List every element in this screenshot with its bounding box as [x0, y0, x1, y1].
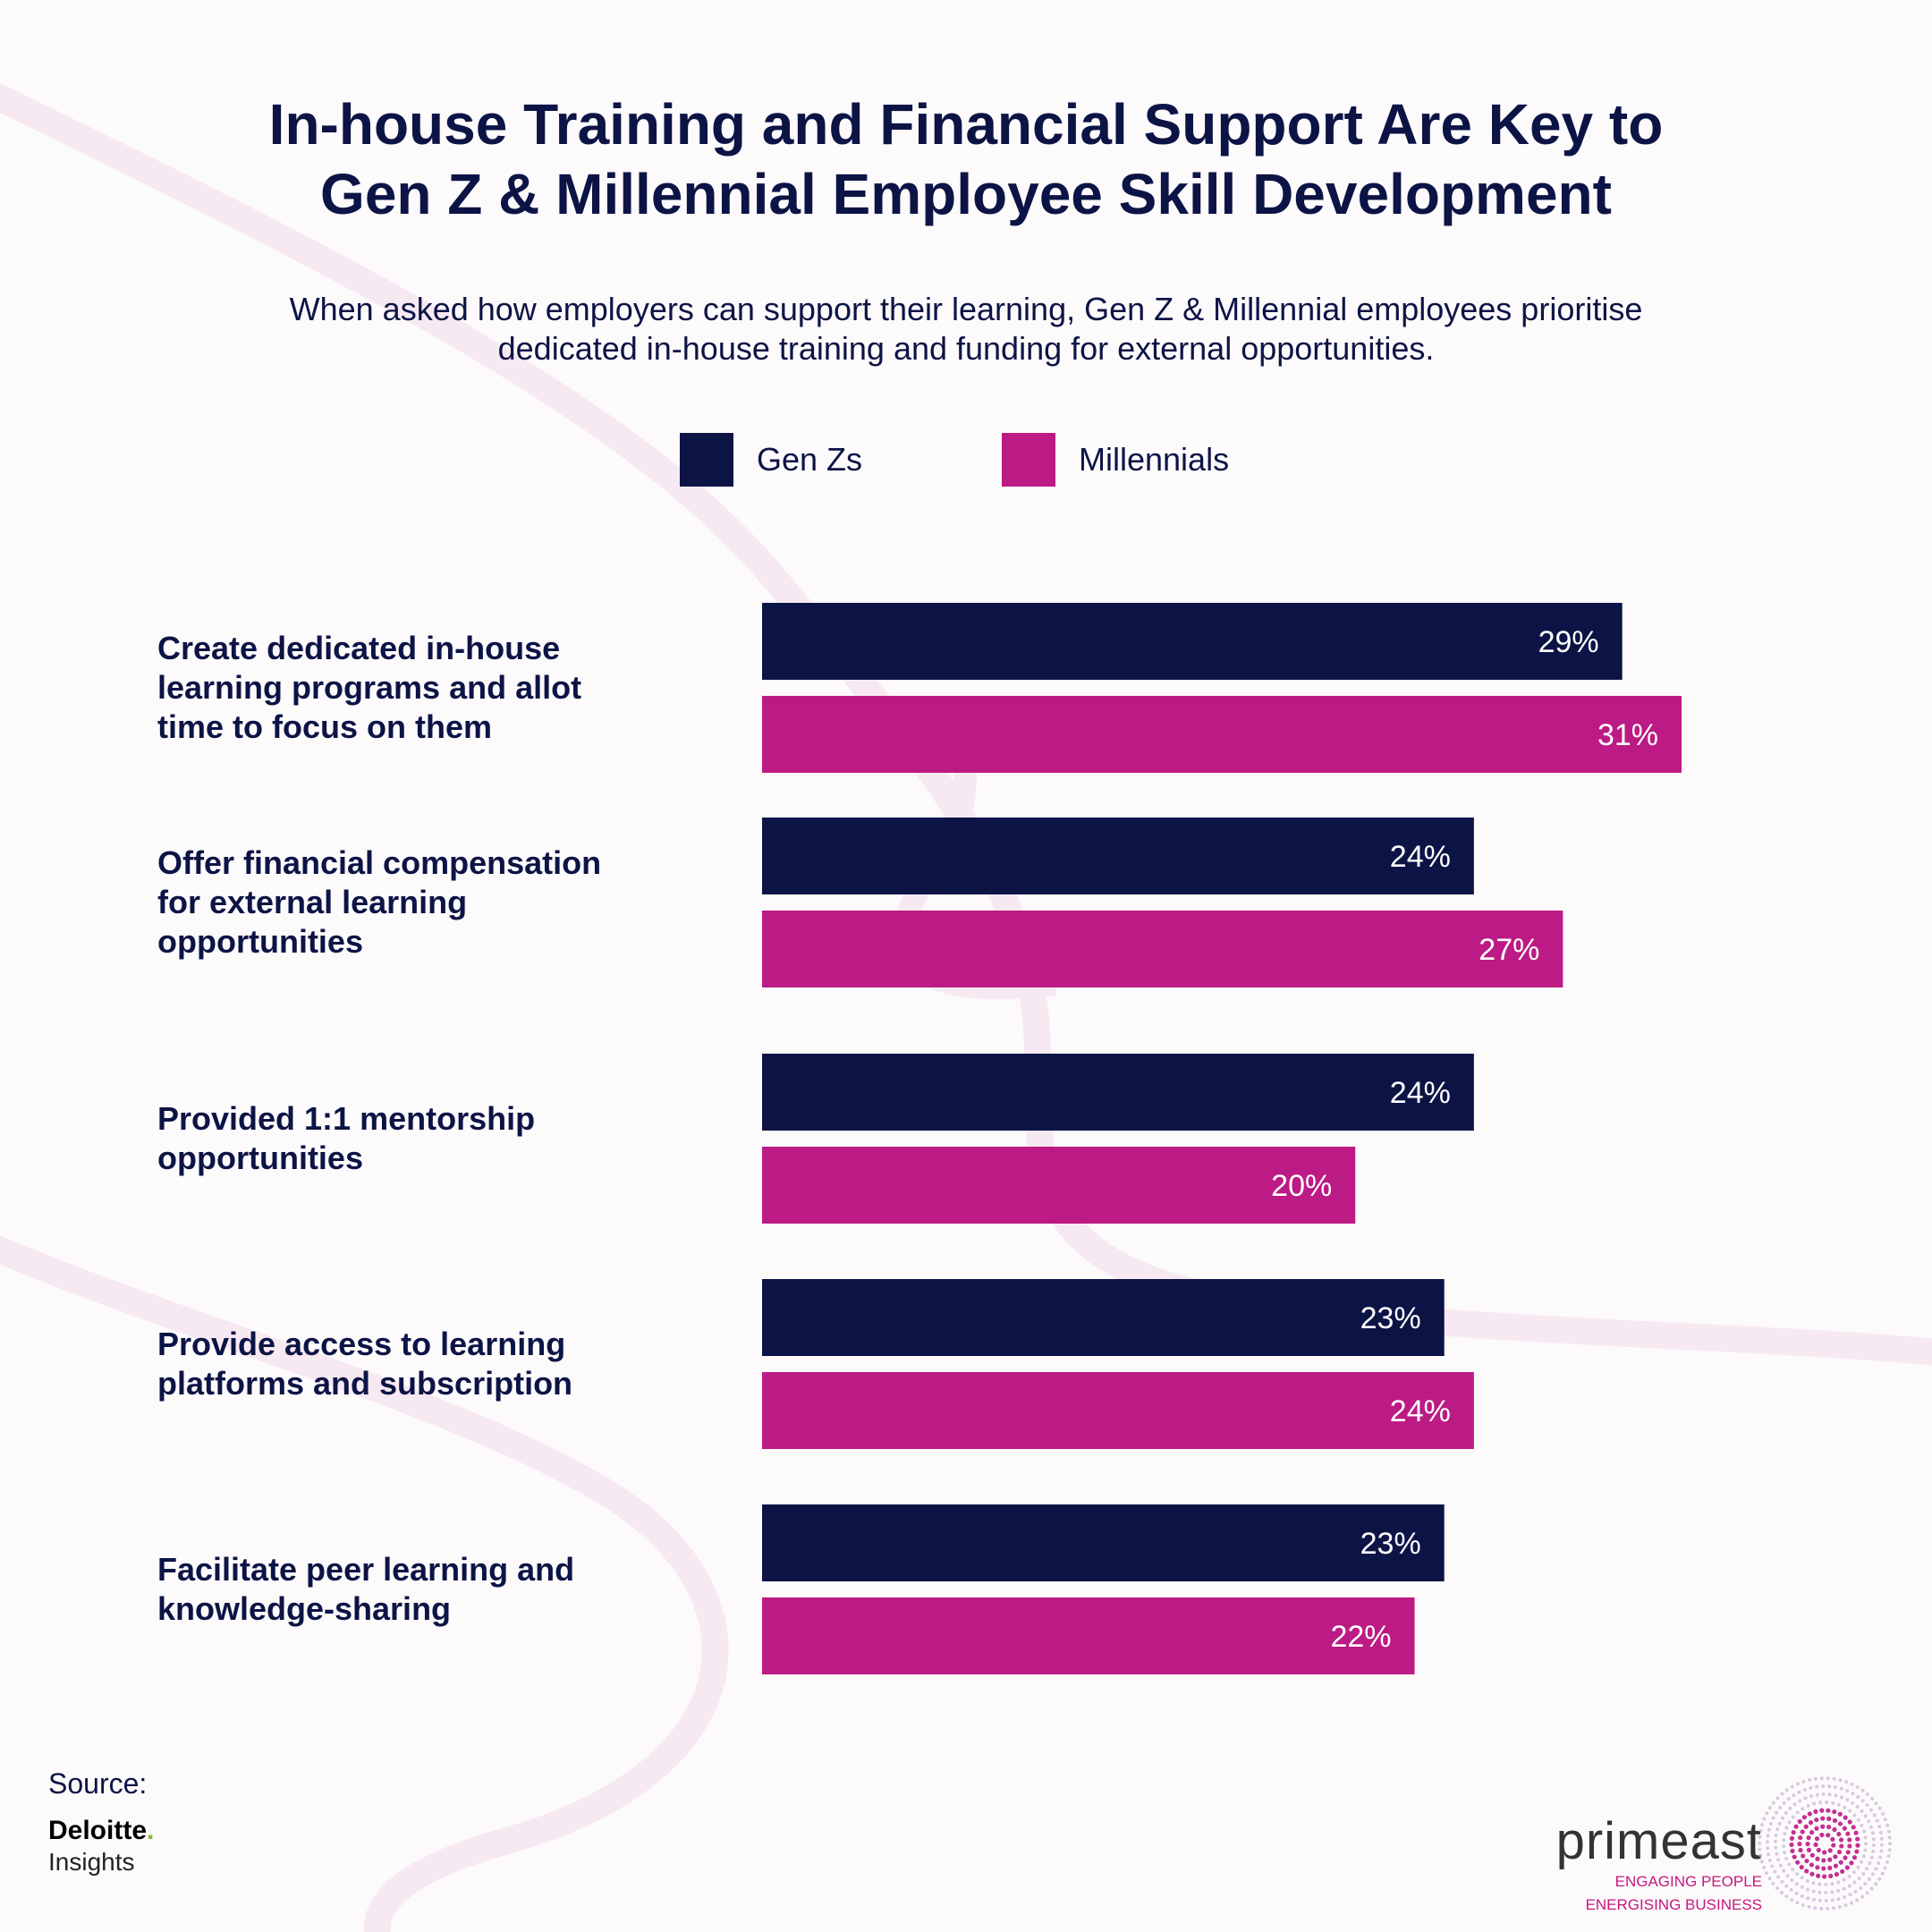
legend-swatch-millennials [1002, 433, 1055, 487]
category-label-line: Facilitate peer learning and [157, 1551, 575, 1588]
chart-legend: Gen Zs Millennials [0, 433, 1932, 487]
category-label-line: learning programs and allot [157, 669, 582, 706]
bar-millennials-5 [762, 1597, 1415, 1674]
category-label-line: opportunities [157, 1140, 363, 1176]
bar-value-label-gen-zs-4: 23% [1360, 1301, 1421, 1335]
bar-value-label-millennials-2: 27% [1479, 933, 1539, 967]
category-label-line: time to focus on them [157, 708, 493, 745]
bar-millennials-1 [762, 696, 1682, 773]
bar-value-label-gen-zs-5: 23% [1360, 1527, 1421, 1561]
deloitte-name: Deloitte [48, 1816, 148, 1845]
chart-title-line1: In-house Training and Financial Support … [268, 92, 1664, 157]
category-label-line: opportunities [157, 923, 363, 960]
category-label-line: Provide access to learning [157, 1326, 566, 1362]
legend-item-millennials: Millennials [1002, 433, 1229, 487]
bar-millennials-4 [762, 1372, 1474, 1449]
bar-gen-zs-1 [762, 603, 1623, 680]
bar-gen-zs-3 [762, 1054, 1474, 1131]
chart-title-line2: Gen Z & Millennial Employee Skill Develo… [320, 162, 1612, 226]
bar-millennials-3 [762, 1147, 1356, 1224]
bar-value-label-millennials-1: 31% [1597, 718, 1658, 752]
category-label-line: for external learning [157, 884, 468, 920]
chart-subtitle-line1: When asked how employers can support the… [289, 291, 1643, 327]
legend-label-millennials: Millennials [1079, 441, 1230, 478]
primeast-name: primeast [1555, 1812, 1762, 1870]
deloitte-insights-logo: Deloitte. Insights [48, 1818, 154, 1880]
source-label: Source: [48, 1767, 148, 1800]
category-label-line: Offer financial compensation [157, 844, 602, 881]
chart-subtitle-line2: dedicated in-house training and funding … [497, 330, 1435, 367]
deloitte-dot: . [147, 1816, 155, 1845]
bar-value-label-gen-zs-3: 24% [1390, 1076, 1451, 1110]
primeast-tagline-2: ENERGISING BUSINESS [1585, 1896, 1762, 1913]
category-label-line: knowledge-sharing [157, 1590, 452, 1627]
deloitte-insights-text: Insights [48, 1848, 135, 1876]
primeast-logo: primeast ENGAGING PEOPLE ENERGISING BUSI… [1556, 1816, 1762, 1914]
primeast-tagline-1: ENGAGING PEOPLE [1614, 1873, 1762, 1890]
bar-gen-zs-5 [762, 1504, 1445, 1581]
bar-value-label-millennials-3: 20% [1271, 1169, 1332, 1203]
bar-value-label-millennials-5: 22% [1330, 1620, 1391, 1654]
category-label-line: Create dedicated in-house [157, 630, 561, 666]
category-label-1: Create dedicated in-house learning progra… [157, 629, 676, 747]
chart-subtitle: When asked how employers can support the… [143, 290, 1789, 369]
primeast-dots-icon [1758, 1776, 1892, 1911]
legend-swatch-genz [680, 433, 733, 487]
bar-value-label-gen-zs-2: 24% [1390, 840, 1451, 874]
bar-gen-zs-4 [762, 1279, 1445, 1356]
category-label-2: Offer financial compensation for external… [157, 843, 676, 962]
category-label-3: Provided 1:1 mentorship opportunities [157, 1099, 676, 1178]
chart-title: In-house Training and Financial Support … [89, 89, 1843, 229]
bar-millennials-2 [762, 911, 1563, 987]
category-label-5: Facilitate peer learning and knowledge-sh… [157, 1550, 676, 1629]
legend-item-genz: Gen Zs [680, 433, 862, 487]
category-label-line: Provided 1:1 mentorship [157, 1100, 536, 1137]
bar-value-label-gen-zs-1: 29% [1538, 625, 1599, 659]
bar-gen-zs-2 [762, 818, 1474, 894]
legend-label-genz: Gen Zs [757, 441, 863, 478]
category-label-4: Provide access to learning platforms and … [157, 1325, 676, 1403]
category-label-line: platforms and subscription [157, 1365, 573, 1402]
bar-value-label-millennials-4: 24% [1390, 1394, 1451, 1428]
